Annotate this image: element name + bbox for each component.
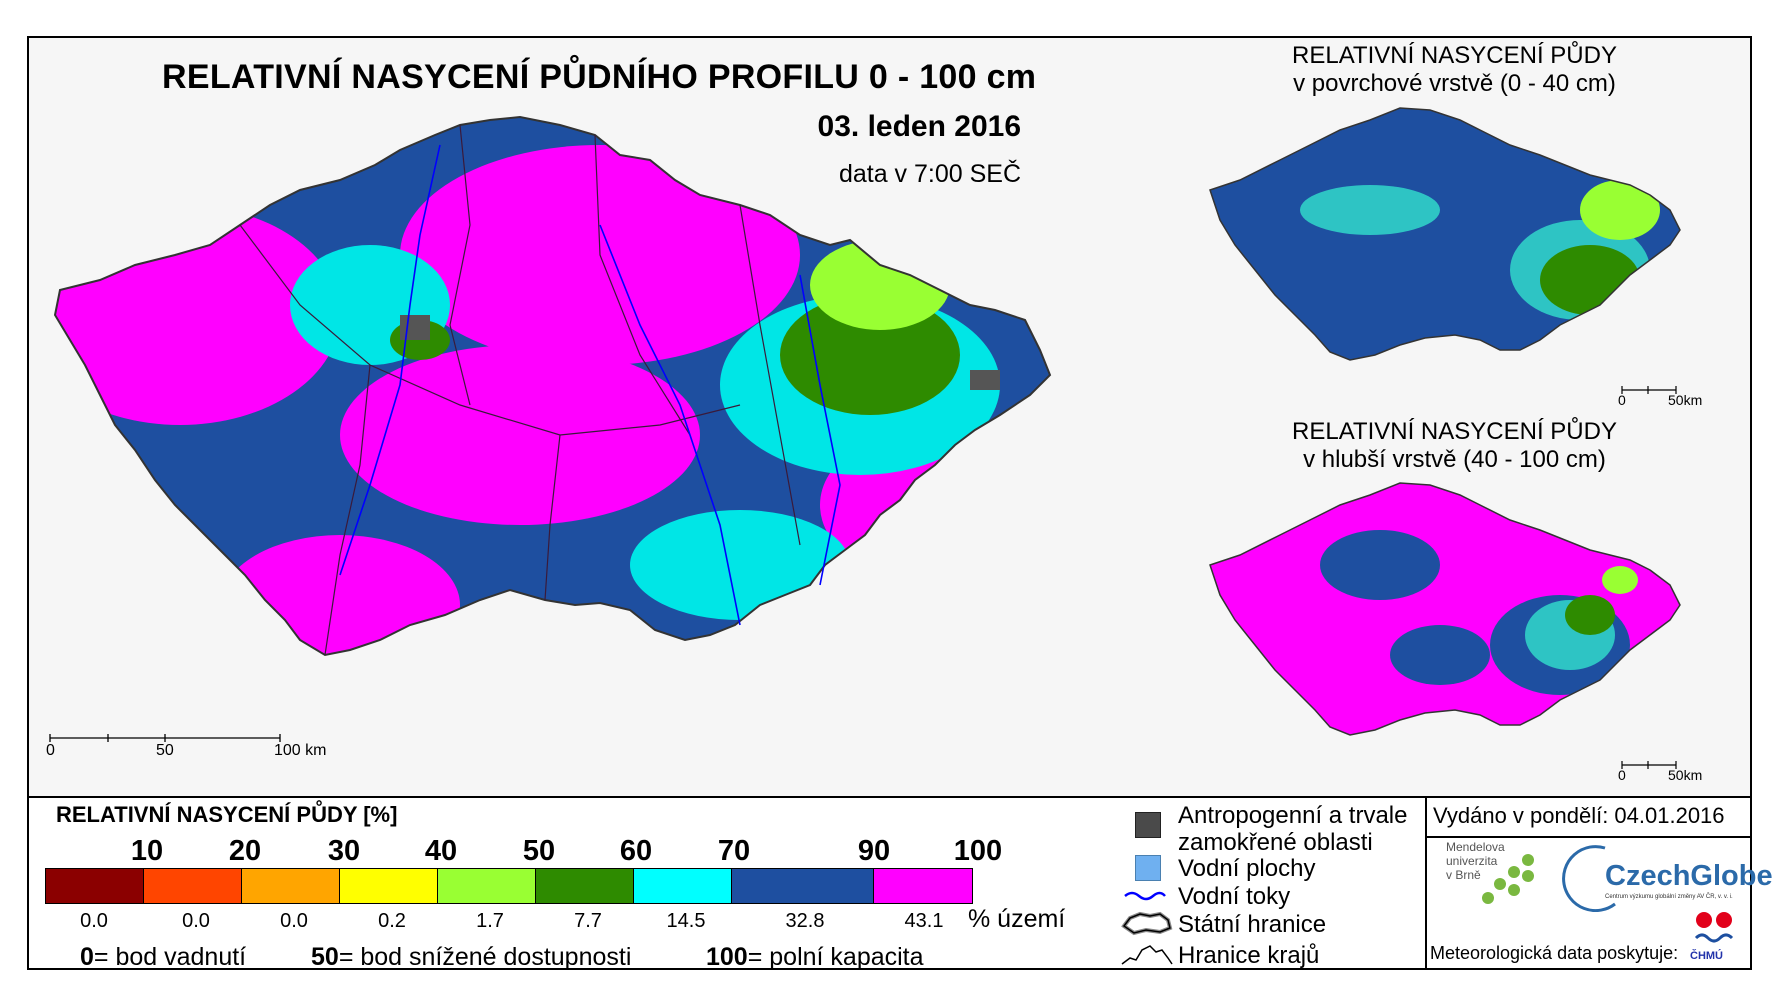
pct-60-70: 14.5 <box>666 910 706 932</box>
chmu-logo-icon <box>1694 912 1734 943</box>
inset-bottom-scale-50: 50km <box>1668 767 1703 783</box>
def-50-num: 50 <box>311 943 339 971</box>
pct-40-50: 1.7 <box>476 910 504 932</box>
region-border-icon <box>1121 945 1173 965</box>
mendel-dots-icon <box>1482 854 1534 904</box>
pct-50-60: 7.7 <box>574 910 602 932</box>
legend-anthropogenic-line1: Antropogenní a trvale <box>1178 802 1408 829</box>
def-reduced-availability: 50= bod snížené dostupnosti <box>311 943 631 972</box>
inset-top-title: RELATIVNÍ NASYCENÍ PŮDY v povrchové vrst… <box>1292 42 1617 98</box>
def-100-text: = polní kapacita <box>747 943 924 971</box>
pct-unit: % území <box>968 905 1066 933</box>
def-100-num: 100 <box>706 943 748 971</box>
swatch-30-40 <box>340 869 438 903</box>
main-map-date: 03. leden 2016 <box>817 110 1021 143</box>
pct-70-90: 32.8 <box>785 910 825 932</box>
legend-region-border: Hranice krajů <box>1178 942 1320 969</box>
pct-30-40: 0.2 <box>378 910 406 932</box>
legend-state-border: Státní hranice <box>1178 911 1327 938</box>
legend-water-areas: Vodní plochy <box>1178 855 1316 882</box>
inset-bottom-scale-0: 0 <box>1618 767 1626 783</box>
inset-bottom-title-line1: RELATIVNÍ NASYCENÍ PŮDY <box>1292 418 1617 445</box>
main-scale-0: 0 <box>46 742 55 759</box>
def-0-num: 0 <box>80 943 94 971</box>
legend-anthropogenic-line2: zamokřené oblasti <box>1178 829 1373 856</box>
czechglobe-logo: CzechGlobe <box>1605 860 1772 892</box>
mendel-line2: univerzita <box>1446 854 1498 868</box>
legend-anthropogenic: Antropogenní a trvale zamokřené oblasti <box>1178 802 1408 856</box>
legend-color-scale <box>45 868 973 904</box>
swatch-90-100 <box>874 869 972 903</box>
inset-bottom-title: RELATIVNÍ NASYCENÍ PŮDY v hlubší vrstvě … <box>1292 418 1617 474</box>
mendel-university-logo: Mendelova univerzita v Brně <box>1446 840 1505 882</box>
def-50-text: = bod snížené dostupnosti <box>338 943 632 971</box>
threshold-90: 90 <box>857 835 891 867</box>
state-border-icon <box>1121 911 1173 936</box>
pct-10-20: 0.0 <box>182 910 210 932</box>
inset-top-scale-50: 50km <box>1668 392 1703 408</box>
inset-top-title-line1: RELATIVNÍ NASYCENÍ PŮDY <box>1292 42 1617 69</box>
water-area-icon <box>1135 855 1161 881</box>
swatch-40-50 <box>438 869 536 903</box>
def-wilting-point: 0= bod vadnutí <box>80 943 246 972</box>
swatch-70-90 <box>732 869 874 903</box>
pct-0-10: 0.0 <box>80 910 108 932</box>
inset-top-title-line2: v povrchové vrstvě (0 - 40 cm) <box>1293 70 1616 97</box>
river-icon <box>1124 891 1166 901</box>
inset-bottom-map <box>1209 482 1681 736</box>
inset-bottom-scale-bar: 0 50km <box>1618 757 1710 787</box>
czechglobe-swoosh-icon <box>1562 845 1616 912</box>
mendel-line3: v Brně <box>1446 868 1481 882</box>
def-field-capacity: 100= polní kapacita <box>706 943 924 972</box>
threshold-50: 50 <box>522 835 556 867</box>
def-0-text: = bod vadnutí <box>93 943 247 971</box>
inset-top-scale-bar: 0 50km <box>1618 382 1710 412</box>
info-divider <box>1425 836 1752 838</box>
main-map-time: data v 7:00 SEČ <box>838 160 1021 188</box>
swatch-20-30 <box>242 869 340 903</box>
inset-bottom-title-line2: v hlubší vrstvě (40 - 100 cm) <box>1303 446 1606 473</box>
pct-90-100: 43.1 <box>904 910 944 932</box>
main-scale-bar: 0 50 100 km <box>46 730 326 760</box>
chmu-label: ČHMÚ <box>1690 950 1723 962</box>
threshold-60: 60 <box>619 835 653 867</box>
inset-top-scale-0: 0 <box>1618 392 1626 408</box>
swatch-10-20 <box>144 869 242 903</box>
threshold-30: 30 <box>327 835 361 867</box>
anthropogenic-area-icon <box>1135 812 1161 838</box>
swatch-0-10 <box>46 869 144 903</box>
info-box <box>1425 796 1754 970</box>
main-map-title: RELATIVNÍ NASYCENÍ PŮDNÍHO PROFILU 0 - 1… <box>162 58 1037 96</box>
mendel-line1: Mendelova <box>1446 840 1505 854</box>
swatch-60-70 <box>634 869 732 903</box>
data-provider: Meteorologická data poskytuje: <box>1430 943 1679 963</box>
threshold-40: 40 <box>424 835 458 867</box>
inset-top-map <box>1209 107 1681 361</box>
threshold-20: 20 <box>228 835 262 867</box>
main-scale-100: 100 km <box>274 742 327 759</box>
issued-date: Vydáno v pondělí: 04.01.2016 <box>1433 803 1725 828</box>
legend-rivers: Vodní toky <box>1178 883 1291 910</box>
czechglobe-subtitle: Centrum výzkumu globální změny AV ČR, v.… <box>1605 894 1733 900</box>
pct-20-30: 0.0 <box>280 910 308 932</box>
threshold-10: 10 <box>130 835 164 867</box>
swatch-50-60 <box>536 869 634 903</box>
main-scale-50: 50 <box>156 742 174 759</box>
threshold-70: 70 <box>717 835 751 867</box>
legend-title: RELATIVNÍ NASYCENÍ PŮDY [%] <box>56 802 398 827</box>
threshold-100: 100 <box>953 835 1003 867</box>
main-map <box>53 115 1052 657</box>
